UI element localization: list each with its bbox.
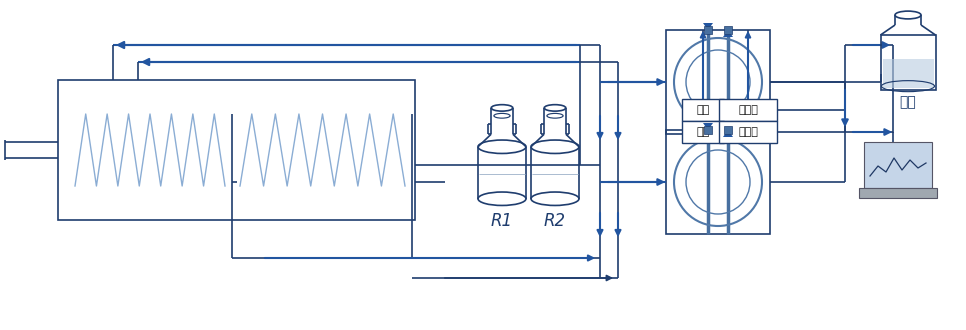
Text: 光源: 光源 — [696, 127, 710, 137]
Text: 光谱仪: 光谱仪 — [738, 127, 758, 137]
Bar — [880, 35, 935, 90]
Text: R2: R2 — [544, 213, 566, 230]
Text: 废液: 废液 — [899, 95, 917, 109]
Bar — [883, 59, 933, 88]
Bar — [666, 130, 770, 234]
Bar — [724, 26, 732, 34]
Polygon shape — [723, 130, 733, 137]
Bar — [719, 121, 777, 143]
Polygon shape — [703, 123, 713, 130]
Bar — [682, 121, 724, 143]
Bar — [704, 126, 712, 134]
Text: 光谱仪: 光谱仪 — [738, 105, 758, 115]
Bar — [58, 80, 415, 220]
Text: R1: R1 — [491, 213, 513, 230]
Bar — [666, 30, 770, 134]
Bar — [724, 126, 732, 134]
Polygon shape — [703, 23, 713, 30]
Bar — [859, 188, 937, 198]
Polygon shape — [723, 30, 733, 37]
Bar — [864, 142, 932, 188]
Bar — [719, 99, 777, 121]
Bar — [682, 99, 724, 121]
Bar — [704, 26, 712, 34]
Text: 光源: 光源 — [696, 105, 710, 115]
